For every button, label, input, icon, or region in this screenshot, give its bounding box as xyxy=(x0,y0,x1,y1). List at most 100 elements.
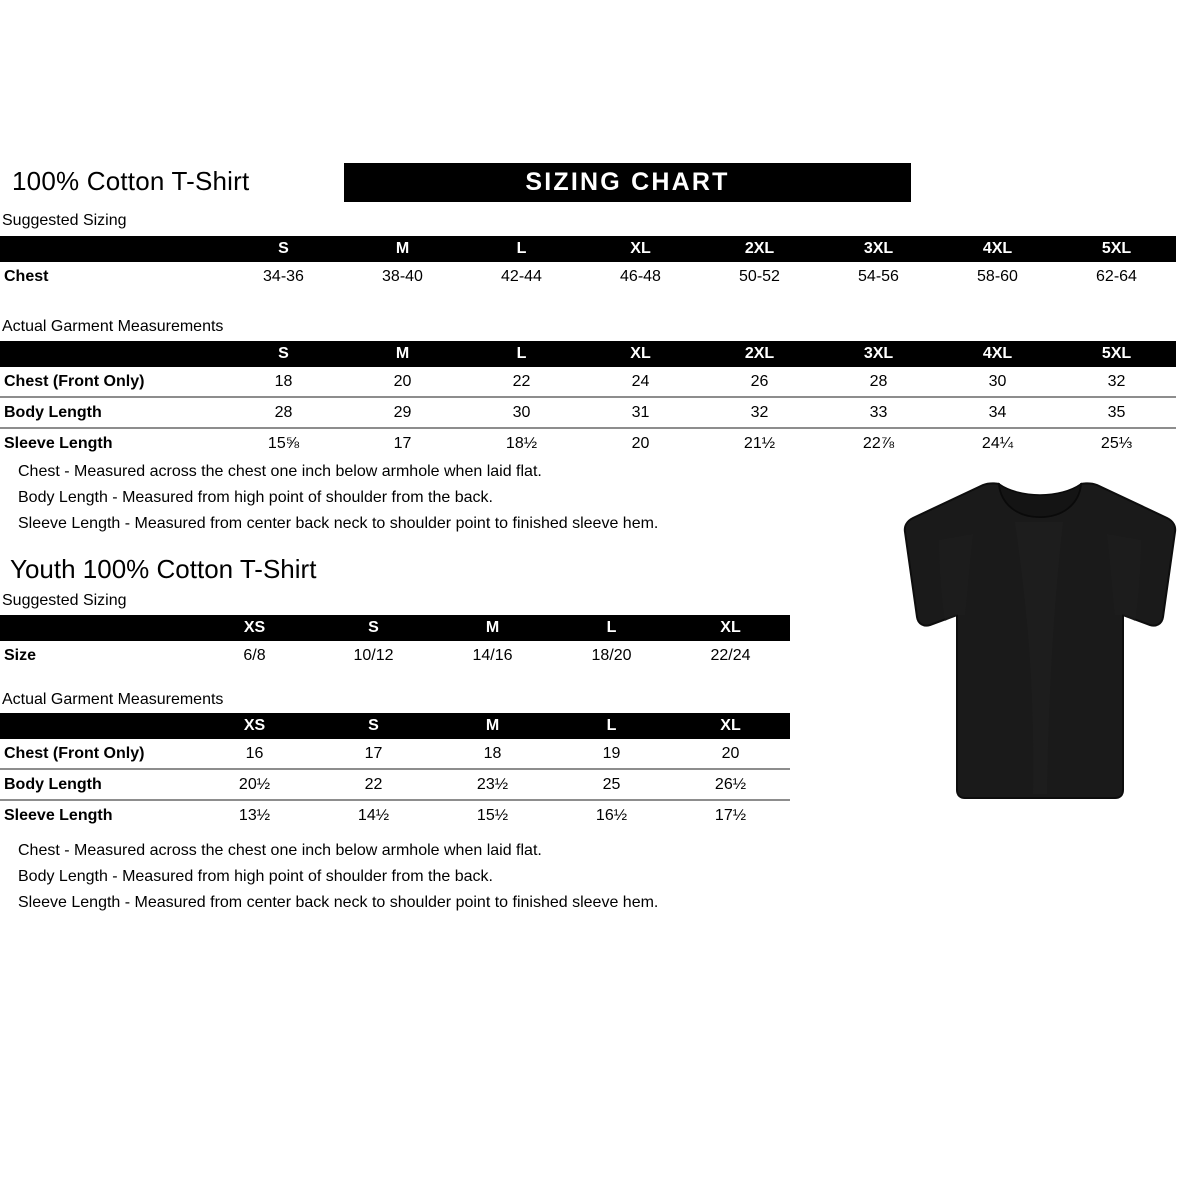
youth-suggested-sizing-table: XS S M L XL Size 6/8 10/12 14/16 18/20 22/24 xyxy=(0,615,790,670)
tshirt-icon xyxy=(903,482,1177,799)
column-header-xl: XL xyxy=(630,240,651,257)
youth-actual-measurements-label: Actual Garment Measurements xyxy=(2,691,224,708)
measurement-cell: 16½ xyxy=(552,799,671,830)
measurement-cell: 14/16 xyxy=(472,646,513,664)
table-row: Body Length 20½ 22 23½ 25 26½ xyxy=(0,768,790,800)
measurement-cell: 16 xyxy=(245,744,264,762)
column-header-l: L xyxy=(516,345,527,362)
measurement-cell: 6/8 xyxy=(243,646,266,664)
table-row: Sleeve Length 13½ 14½ 15½ 16½ 17½ xyxy=(0,799,790,830)
measurement-cell: 58-60 xyxy=(977,267,1018,285)
measurement-cell: 18 xyxy=(274,372,293,390)
measurement-cell: 18 xyxy=(483,744,502,762)
measurement-cell: 50-52 xyxy=(739,267,780,285)
adult-suggested-sizing-table: S M L XL 2XL 3XL 4XL 5XL Chest 34-36 38-40 42-44 46… xyxy=(0,236,1176,291)
youth-measurement-notes: Chest - Measured across the chest one in… xyxy=(18,838,658,916)
table-header-row: S M L XL 2XL 3XL 4XL 5XL xyxy=(0,341,1176,367)
measurement-cell: 15½ xyxy=(433,799,552,830)
column-header-s: S xyxy=(278,240,289,257)
row-label-header xyxy=(0,236,224,262)
row-label: Chest (Front Only) xyxy=(4,744,145,762)
measurement-cell: 20 xyxy=(721,744,740,762)
column-header-3xl: 3XL xyxy=(863,240,894,257)
column-header-xl: XL xyxy=(720,717,741,734)
sizing-chart-banner-label: SIZING CHART xyxy=(525,168,730,196)
adult-measurement-notes: Chest - Measured across the chest one in… xyxy=(18,459,658,537)
column-header-4xl: 4XL xyxy=(982,345,1013,362)
measurement-cell: 30 xyxy=(462,396,581,428)
row-label: Body Length xyxy=(0,396,224,428)
measurement-cell: 42-44 xyxy=(501,267,542,285)
adult-suggested-sizing-label: Suggested Sizing xyxy=(2,212,127,229)
measurement-cell: 33 xyxy=(819,396,938,428)
measurement-cell: 62-64 xyxy=(1096,267,1137,285)
measurement-cell: 17½ xyxy=(671,799,790,830)
row-label-header xyxy=(0,341,224,367)
measurement-cell: 35 xyxy=(1057,396,1176,428)
column-header-5xl: 5XL xyxy=(1101,345,1132,362)
measurement-cell: 20 xyxy=(393,372,412,390)
column-header-s: S xyxy=(368,619,379,636)
row-label: Body Length xyxy=(0,768,195,800)
note-body-length: Body Length - Measured from high point o… xyxy=(18,489,493,506)
measurement-cell: 15⅝ xyxy=(224,427,343,458)
table-body: Chest (Front Only) 16 17 18 19 20 Body Length 2… xyxy=(0,739,790,830)
measurement-cell: 19 xyxy=(602,744,621,762)
measurement-cell: 34-36 xyxy=(263,267,304,285)
measurement-cell: 22⅞ xyxy=(819,427,938,458)
column-header-xs: XS xyxy=(243,619,266,636)
column-header-3xl: 3XL xyxy=(863,345,894,362)
note-sleeve-length: Sleeve Length - Measured from center bac… xyxy=(18,894,659,911)
table-row: Chest (Front Only) 16 17 18 19 20 xyxy=(0,739,790,769)
measurement-cell: 24 xyxy=(631,372,650,390)
measurement-cell: 22 xyxy=(314,768,433,800)
column-header-xl: XL xyxy=(630,345,651,362)
youth-actual-measurements-table: XS S M L XL Chest (Front Only) 16 17 18 19 20 Body… xyxy=(0,713,790,830)
column-header-xl: XL xyxy=(720,619,741,636)
measurement-cell: 13½ xyxy=(195,799,314,830)
measurement-cell: 24¼ xyxy=(938,427,1057,458)
measurement-cell: 17 xyxy=(364,744,383,762)
note-body-length: Body Length - Measured from high point o… xyxy=(18,868,493,885)
table-row: Chest (Front Only) 18 20 22 24 26 28 30 32 xyxy=(0,367,1176,397)
adult-title-row: 100% Cotton T-Shirt SIZING CHART xyxy=(12,163,1188,207)
measurement-cell: 14½ xyxy=(314,799,433,830)
column-header-s: S xyxy=(278,345,289,362)
column-header-m: M xyxy=(395,345,410,362)
row-label: Size xyxy=(4,646,37,664)
table-header-row: XS S M L XL xyxy=(0,615,790,641)
sizing-chart-banner: SIZING CHART xyxy=(344,163,911,202)
measurement-cell: 46-48 xyxy=(620,267,661,285)
measurement-cell: 17 xyxy=(343,427,462,458)
adult-section-title: 100% Cotton T-Shirt xyxy=(12,166,250,196)
column-header-l: L xyxy=(606,717,617,734)
adult-actual-measurements-table: S M L XL 2XL 3XL 4XL 5XL Chest (Front Only) 18 20… xyxy=(0,341,1176,458)
column-header-l: L xyxy=(516,240,527,257)
column-header-m: M xyxy=(485,717,500,734)
table-header-row: XS S M L XL xyxy=(0,713,790,739)
table-row: Chest 34-36 38-40 42-44 46-48 50-52 54-56 58-60… xyxy=(0,262,1176,291)
row-label: Chest (Front Only) xyxy=(4,372,145,390)
row-label-header xyxy=(0,713,195,739)
table-body: Chest (Front Only) 18 20 22 24 26 28 30 32 Body L… xyxy=(0,367,1176,458)
note-chest: Chest - Measured across the chest one in… xyxy=(18,463,542,480)
measurement-cell: 23½ xyxy=(433,768,552,800)
row-label: Sleeve Length xyxy=(0,427,224,458)
column-header-xs: XS xyxy=(243,717,266,734)
note-sleeve-length: Sleeve Length - Measured from center bac… xyxy=(18,515,659,532)
measurement-cell: 30 xyxy=(988,372,1007,390)
column-header-s: S xyxy=(368,717,379,734)
measurement-cell: 22 xyxy=(512,372,531,390)
measurement-cell: 32 xyxy=(1107,372,1126,390)
measurement-cell: 32 xyxy=(700,396,819,428)
table-row: Body Length 28 29 30 31 32 33 34 35 xyxy=(0,396,1176,428)
tshirt-product-image xyxy=(895,474,1185,804)
column-header-m: M xyxy=(395,240,410,257)
column-header-4xl: 4XL xyxy=(982,240,1013,257)
row-label: Chest xyxy=(4,267,49,285)
table-row: Size 6/8 10/12 14/16 18/20 22/24 xyxy=(0,641,790,670)
row-label-header xyxy=(0,615,195,641)
table-row: Sleeve Length 15⅝ 17 18½ 20 21½ 22⅞ 24¼ 25⅓ xyxy=(0,427,1176,458)
measurement-cell: 22/24 xyxy=(710,646,751,664)
